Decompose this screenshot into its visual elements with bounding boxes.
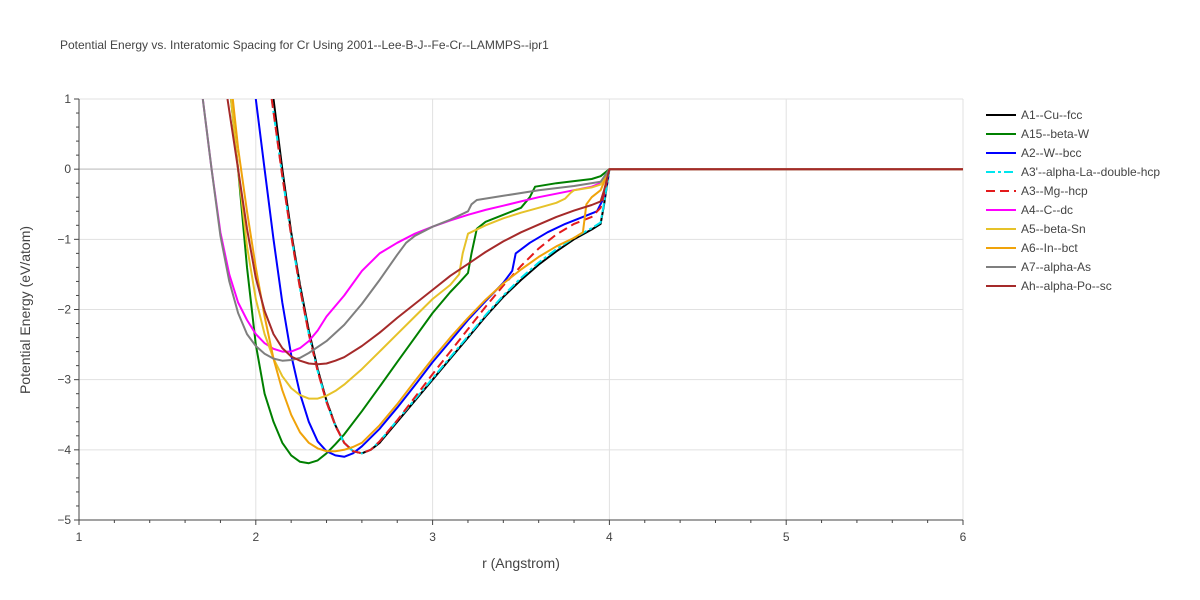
y-tick-label: −3: [57, 373, 71, 387]
y-tick-labels: −5 −4 −3 −2 −1 0 1: [57, 92, 71, 527]
y-tick-label: −2: [57, 303, 71, 317]
legend-label: A7--alpha-As: [1021, 260, 1091, 274]
series-line-3: [254, 99, 963, 458]
x-tick-label: 2: [252, 530, 259, 544]
legend-label: A3--Mg--hcp: [1021, 184, 1088, 198]
x-tick-label: 6: [960, 530, 967, 544]
series-line-6: [201, 99, 963, 353]
legend-item[interactable]: A4--C--dc: [986, 203, 1073, 217]
legend-item[interactable]: A6--In--bct: [986, 241, 1078, 255]
series-line-8: [231, 99, 963, 453]
legend-item[interactable]: A5--beta-Sn: [986, 222, 1086, 236]
legend-item[interactable]: A3--Mg--hcp: [986, 184, 1088, 198]
y-tick-label: −4: [57, 443, 71, 457]
axes: [74, 98, 964, 525]
legend-label: A2--W--bcc: [1021, 146, 1081, 160]
legend-item[interactable]: A15--beta-W: [986, 127, 1090, 141]
y-tick-label: −1: [57, 232, 71, 246]
y-tick-label: 1: [64, 92, 71, 106]
legend-label: A6--In--bct: [1021, 241, 1078, 255]
series-line-9: [201, 99, 963, 362]
legend-label: A15--beta-W: [1021, 127, 1090, 141]
legend-item[interactable]: A1--Cu--fcc: [986, 108, 1082, 122]
x-tick-labels: 1 2 3 4 5 6: [76, 530, 967, 544]
legend-item[interactable]: A2--W--bcc: [986, 146, 1081, 160]
legend[interactable]: A1--Cu--fcc A15--beta-W A2--W--bcc A3'--alp…: [986, 108, 1160, 293]
series-line-10: [226, 99, 963, 366]
y-axis-title: Potential Energy (eV/atom): [17, 226, 33, 394]
legend-label: A5--beta-Sn: [1021, 222, 1086, 236]
series-line-2: [230, 99, 963, 465]
series-line-7: [230, 99, 963, 400]
x-axis-title: r (Angstrom): [482, 555, 560, 571]
chart-title: Potential Energy vs. Interatomic Spacing…: [60, 38, 549, 52]
y-tick-label: −5: [57, 513, 71, 527]
grid-lines: [79, 98, 964, 520]
x-tick-label: 5: [783, 530, 790, 544]
legend-label: A3'--alpha-La--double-hcp: [1021, 165, 1160, 179]
x-tick-label: 1: [76, 530, 83, 544]
legend-item[interactable]: A3'--alpha-La--double-hcp: [986, 165, 1160, 179]
series-lines: [201, 99, 963, 465]
legend-item[interactable]: Ah--alpha-Po--sc: [986, 279, 1112, 293]
legend-label: A1--Cu--fcc: [1021, 108, 1082, 122]
legend-label: A4--C--dc: [1021, 203, 1073, 217]
legend-label: Ah--alpha-Po--sc: [1021, 279, 1112, 293]
x-tick-label: 4: [606, 530, 613, 544]
y-tick-label: 0: [64, 162, 71, 176]
x-tick-label: 3: [429, 530, 436, 544]
series-line-5: [270, 99, 963, 455]
legend-item[interactable]: A7--alpha-As: [986, 260, 1091, 274]
